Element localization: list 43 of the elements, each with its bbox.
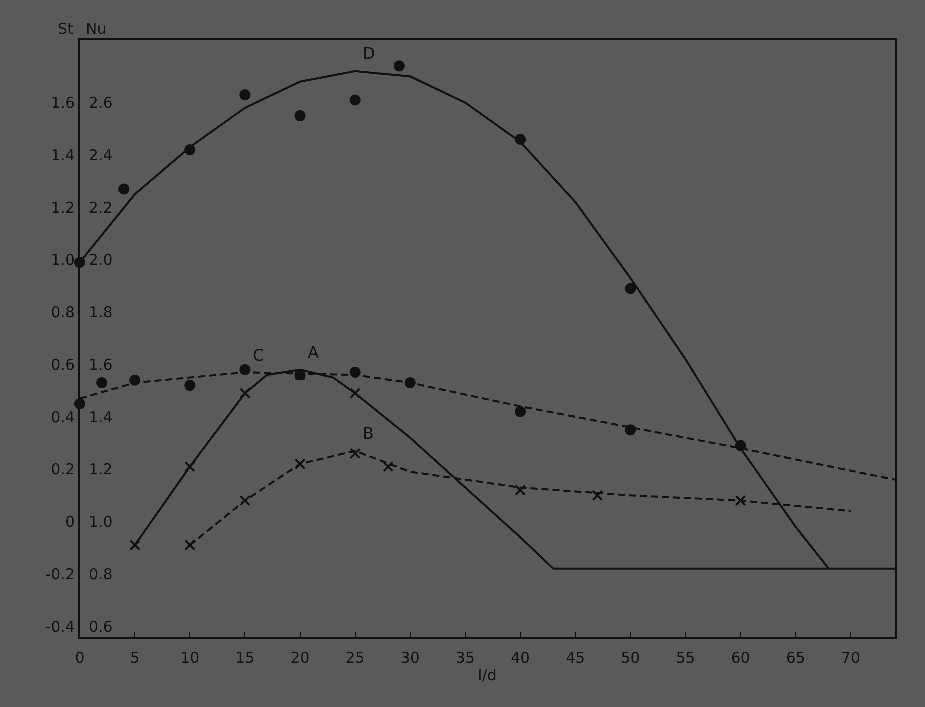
y-tick-label: 1.0	[51, 251, 75, 270]
y2-tick-label: 1.6	[89, 356, 113, 374]
y2-tick-label: 2.4	[89, 146, 113, 164]
x-tick-label: 10	[180, 649, 200, 667]
x-tick-label: 20	[290, 649, 310, 667]
y2-tick-label: 0.8	[89, 565, 113, 584]
y-tick-label: 0	[65, 513, 75, 532]
x-tick-label: 35	[456, 649, 476, 667]
series-label: D	[363, 44, 376, 63]
x-tick-label: 25	[346, 649, 365, 667]
y2-tick-label: 1.0	[89, 513, 113, 532]
y2-tick-label: 1.2	[89, 460, 113, 479]
y2-tick-label: 1.4	[89, 408, 113, 426]
y-tick-label: 1.2	[51, 198, 75, 217]
y-tick-label: 0.2	[51, 460, 75, 479]
y-axis-title: St	[58, 20, 74, 38]
y-tick-label: 1.6	[51, 94, 75, 112]
x-tick-label: 60	[731, 649, 750, 667]
x-tick-label: 40	[510, 649, 530, 667]
x-tick-label: 5	[130, 649, 140, 667]
x-tick-label: 50	[621, 649, 640, 667]
x-tick-label: 15	[236, 649, 255, 667]
x-tick-label: 45	[566, 649, 586, 667]
series-label: C	[253, 346, 264, 365]
y-tick-label: 0.4	[51, 408, 75, 426]
y2-tick-label: 2.0	[89, 251, 113, 270]
x-tick-label: 70	[841, 649, 860, 667]
y2-tick-label: 1.8	[89, 304, 113, 322]
series-label: A	[308, 343, 319, 362]
series-label: B	[363, 424, 374, 443]
y-tick-label: 1.4	[51, 146, 75, 164]
x-tick-label: 55	[676, 649, 696, 667]
y2-axis-title: Nu	[86, 20, 107, 38]
y-tick-label: -0.2	[46, 565, 75, 584]
y-tick-label: 0.6	[51, 356, 75, 374]
y-tick-label: 0.8	[51, 304, 75, 322]
x-tick-label: 30	[400, 649, 420, 667]
y2-tick-label: 2.6	[89, 94, 113, 112]
y2-tick-label: 2.2	[89, 198, 113, 217]
y-tick-label: -0.4	[46, 618, 75, 636]
x-tick-label: 65	[786, 649, 806, 667]
x-axis-title: l/d	[478, 666, 497, 684]
y2-tick-label: 0.6	[89, 618, 113, 636]
